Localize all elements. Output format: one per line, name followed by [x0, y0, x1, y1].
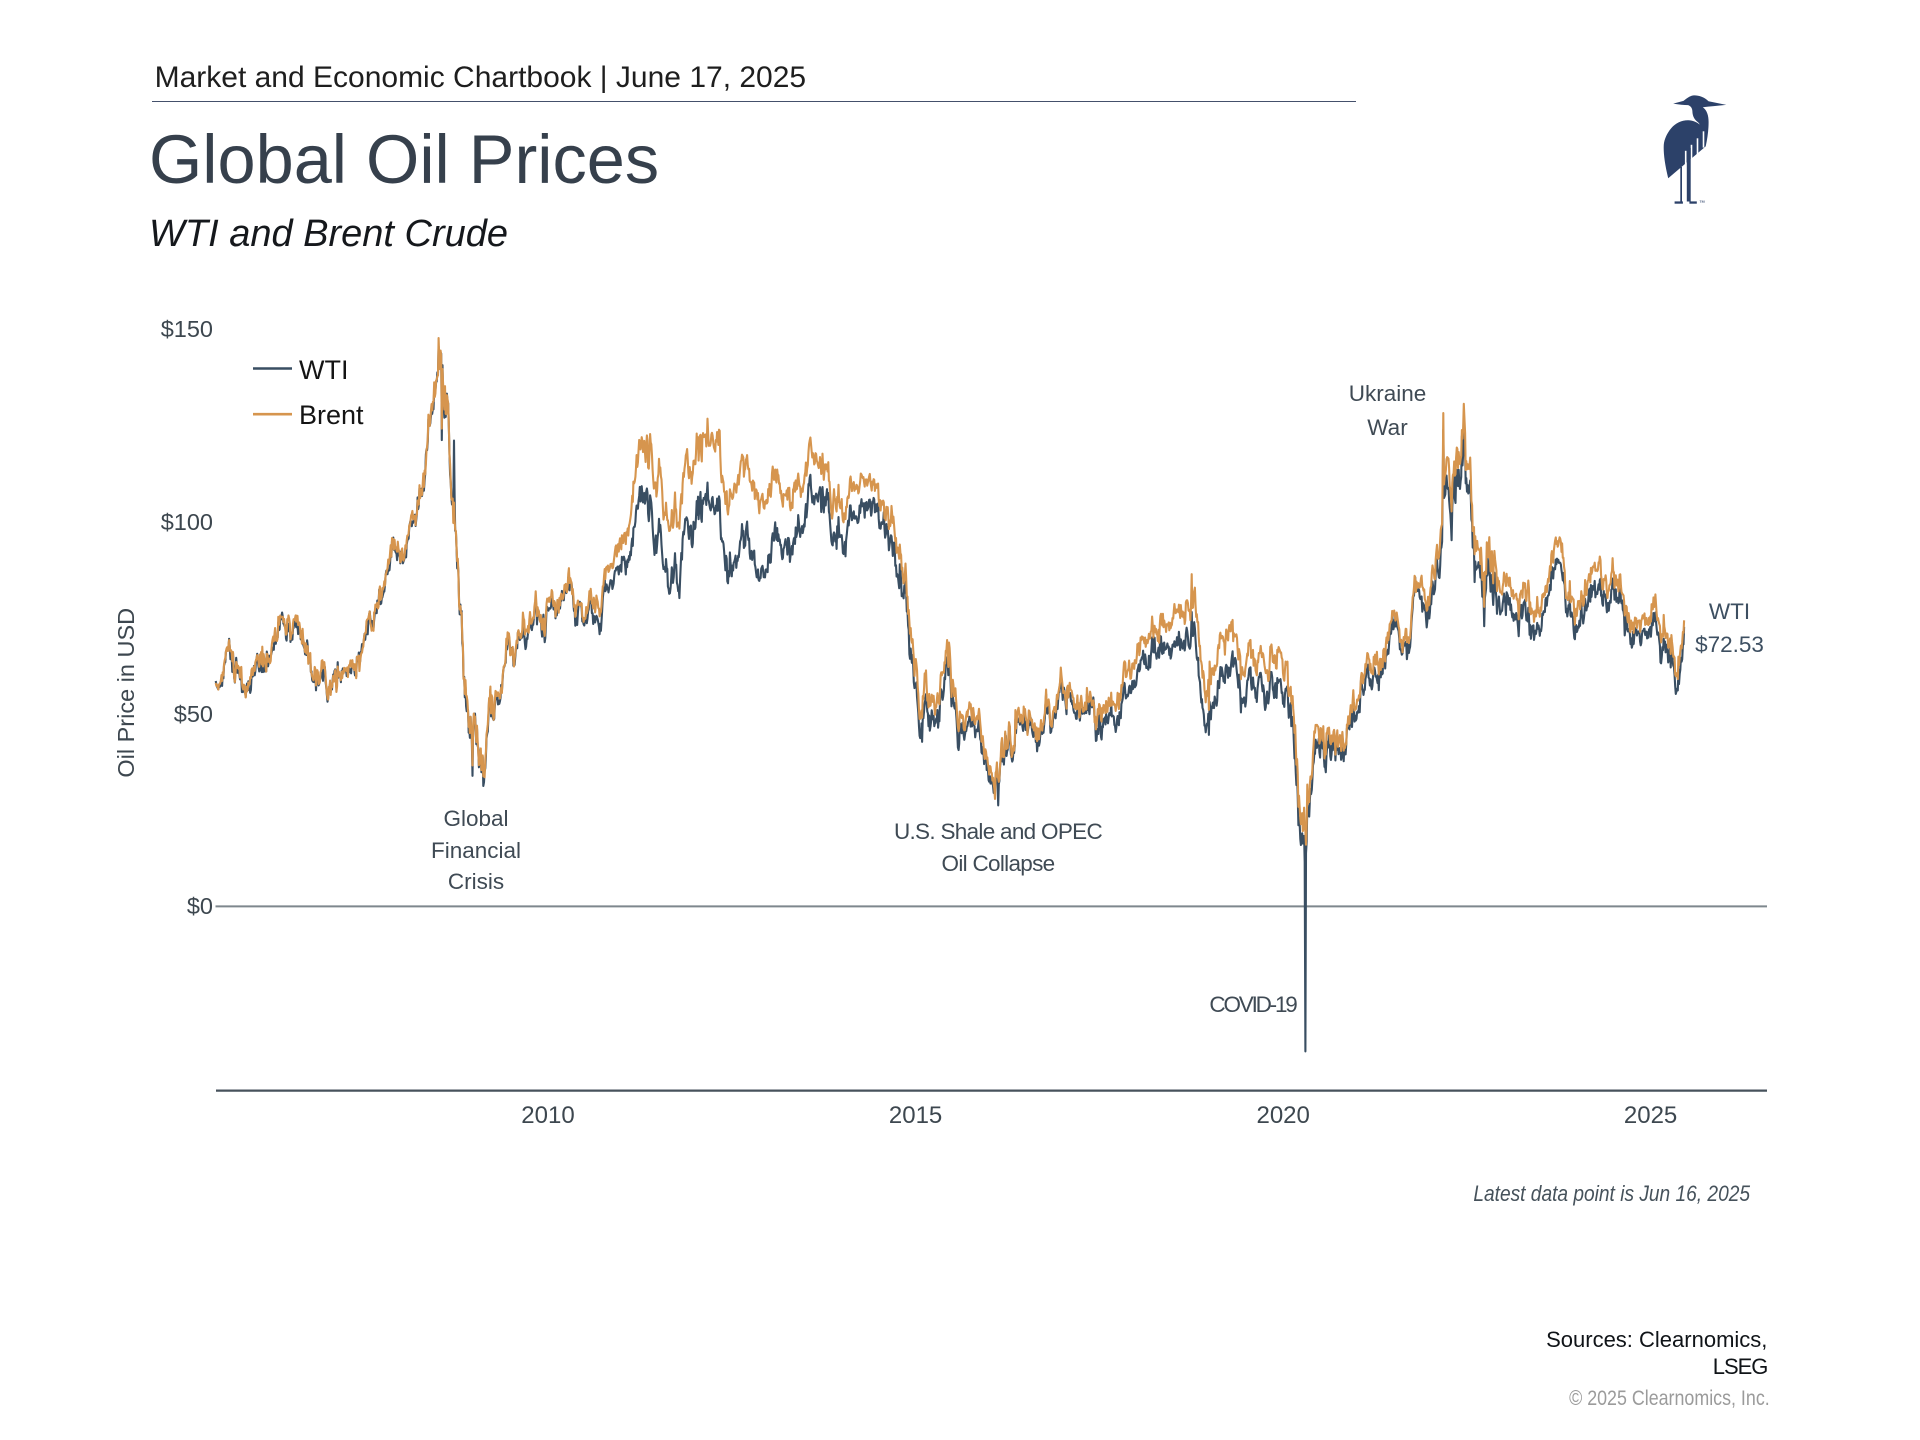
svg-text:™: ™ — [1699, 200, 1705, 207]
